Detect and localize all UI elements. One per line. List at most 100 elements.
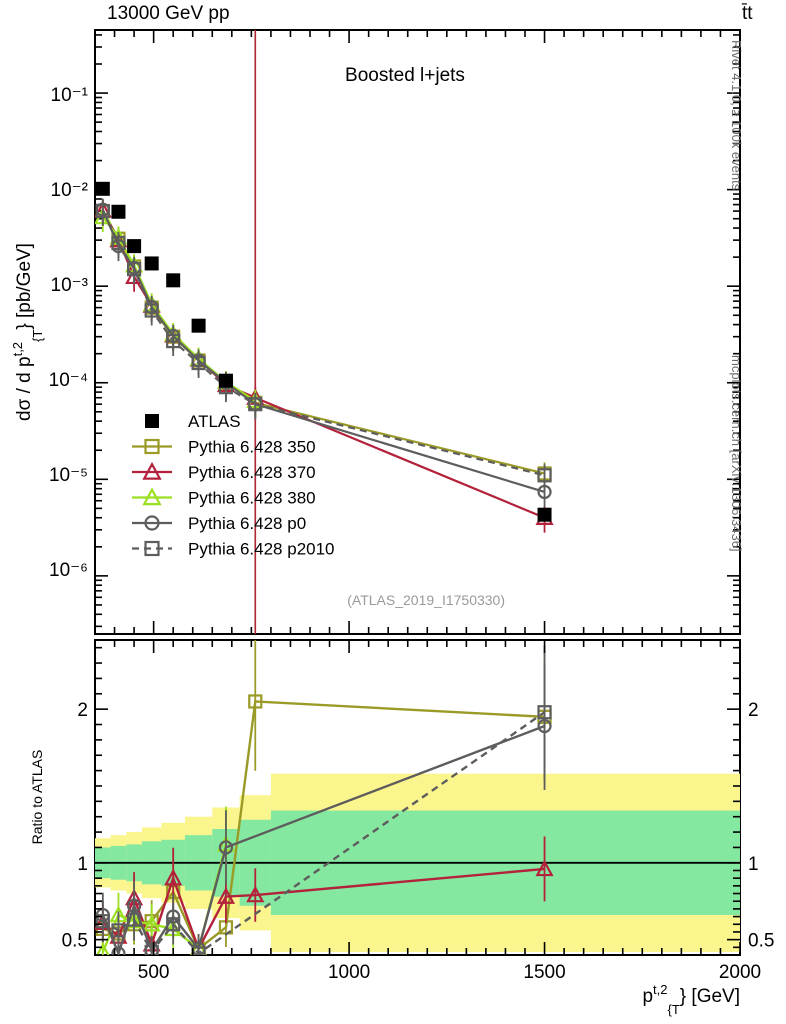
ytick-1e-6: 10⁻⁶ <box>49 560 88 581</box>
data-marker-open-triangle <box>142 914 161 932</box>
legend: ATLAS Pythia 6.428 350 Pythia 6.428 370 Pyt… <box>132 412 335 559</box>
data-marker-filled-square <box>145 414 159 428</box>
data-marker-filled-square <box>537 507 552 522</box>
legend-item-pythia-6-428-p0[interactable]: Pythia 6.428 p0 <box>132 514 306 533</box>
data-marker-open-circle <box>144 515 160 531</box>
data-marker-open-triangle <box>142 487 162 506</box>
ratio-ytick-1-left: 1 <box>77 854 88 875</box>
ratio-ytick-1-right: 1 <box>748 854 759 875</box>
ratio-y-tick-labels: 2 1 0.5 2 1 0.5 <box>62 700 775 951</box>
right-margin-bottom-caption: mcplots.cern.ch [arXiv:1306.3436] <box>723 355 745 655</box>
header-left: 13000 GeV pp <box>107 3 230 24</box>
ratio-series-line <box>101 724 545 955</box>
data-marker-open-square <box>111 235 126 251</box>
main-panel-title: Boosted l+jets <box>345 65 465 86</box>
ylabel-sup: t,2 <box>10 342 25 356</box>
ytick-1e-4: 10⁻⁴ <box>49 370 88 391</box>
legend-item-pythia-6-428-350[interactable]: Pythia 6.428 350 <box>132 438 316 457</box>
data-marker-open-square <box>166 333 181 349</box>
legend-label: Pythia 6.428 370 <box>188 463 316 482</box>
x-tick-labels: 500 1000 1500 2000 <box>138 962 761 983</box>
data-marker-open-square <box>537 468 552 483</box>
ytick-1e-3: 10⁻³ <box>51 275 89 296</box>
ratio-series-pythia-6-428-p2010 <box>95 645 552 955</box>
data-marker-open-triangle <box>535 859 554 877</box>
legend-item-atlas[interactable]: ATLAS <box>145 412 241 431</box>
x-tick-label: 1500 <box>523 962 565 983</box>
data-marker-open-square <box>126 912 142 927</box>
legend-label: ATLAS <box>188 412 241 431</box>
data-marker-filled-square <box>127 239 142 254</box>
data-marker-filled-square <box>95 181 110 196</box>
ratio-panel: 2 1 0.5 2 1 0.5 Ratio to ATLAS <box>29 639 775 956</box>
ylabel-pre: dσ / d p <box>14 356 35 421</box>
svg-text:Ratio to ATLAS: Ratio to ATLAS <box>29 750 45 845</box>
xlabel-post: } [GeV] <box>680 986 740 1007</box>
analysis-watermark: (ATLAS_2019_I1750330) <box>347 592 505 608</box>
ratio-ytick-2-left: 2 <box>77 700 88 721</box>
data-marker-open-square <box>95 914 110 929</box>
x-tick-label: 500 <box>138 962 170 983</box>
xlabel-pre: p <box>642 986 653 1007</box>
ratio-ytick-2-right: 2 <box>748 700 759 721</box>
data-marker-open-square <box>248 694 263 709</box>
data-marker-open-square <box>144 540 160 557</box>
data-marker-filled-square <box>218 373 233 388</box>
ratio-uncertainty-bands <box>95 773 740 952</box>
xlabel-sup: t,2 <box>653 982 667 997</box>
legend-label: Pythia 6.428 p2010 <box>188 540 335 559</box>
data-marker-open-square <box>166 917 181 932</box>
svg-text:dσ / d pt,2{T} [pb/GeV]: dσ / d pt,2 {T} [pb/GeV] <box>10 243 45 421</box>
ratio-ytick-05-left: 0.5 <box>62 931 88 952</box>
ratio-axis-ticks <box>95 640 741 956</box>
data-marker-open-square <box>144 438 160 455</box>
data-marker-open-triangle <box>96 942 110 955</box>
legend-item-pythia-6-428-380[interactable]: Pythia 6.428 380 <box>132 487 316 508</box>
x-tick-label: 1000 <box>328 962 370 983</box>
data-marker-open-square <box>537 705 552 720</box>
data-marker-open-square <box>95 203 110 219</box>
header-right: t̄t <box>742 3 753 24</box>
x-tick-label: 2000 <box>719 962 761 983</box>
data-marker-open-circle <box>218 840 234 855</box>
data-marker-open-square <box>144 944 159 955</box>
ytick-1e-5: 10⁻⁵ <box>49 465 88 486</box>
data-marker-open-triangle <box>246 885 265 903</box>
data-marker-open-square <box>144 303 159 318</box>
legend-label: Pythia 6.428 350 <box>188 438 316 457</box>
ratio-y-axis-label: Ratio to ATLAS <box>29 750 45 845</box>
main-series-group <box>95 30 554 634</box>
data-marker-open-triangle <box>164 868 183 886</box>
ylabel-post: } [pb/GeV] <box>14 243 35 330</box>
rivet-version-text: Rivet 4.1.0, ≥ 100k events <box>729 40 744 191</box>
data-marker-open-square <box>191 355 206 371</box>
data-marker-open-triangle <box>216 887 235 904</box>
legend-label: Pythia 6.428 380 <box>188 489 316 508</box>
ratio-ytick-05-right: 0.5 <box>748 931 774 952</box>
ytick-1e-2: 10⁻² <box>51 180 89 201</box>
ylabel-sub: {T <box>30 330 45 342</box>
data-marker-filled-square <box>111 204 126 219</box>
data-marker-filled-square <box>144 256 159 271</box>
ytick-1e-1: 10⁻¹ <box>51 85 89 106</box>
xlabel-sub: {T <box>668 1002 680 1017</box>
legend-item-pythia-6-428-p2010[interactable]: Pythia 6.428 p2010 <box>132 540 335 559</box>
data-marker-open-square <box>111 923 126 938</box>
legend-item-pythia-6-428-370[interactable]: Pythia 6.428 370 <box>132 461 316 482</box>
ratio-series-group <box>95 640 554 955</box>
data-marker-open-square <box>248 397 263 412</box>
main-y-axis-label: dσ / d pt,2 {T} [pb/GeV] <box>10 243 45 421</box>
legend-label: Pythia 6.428 p0 <box>188 514 306 533</box>
main-panel: Boosted l+jets (ATLAS_2019_I1750330) 10⁻… <box>10 29 741 635</box>
mcplots-url-text: mcplots.cern.ch [arXiv:1306.3436] <box>729 355 744 552</box>
right-margin-top-caption: Rivet 4.1.0, ≥ 100k events <box>723 40 745 300</box>
x-axis: 500 1000 1500 2000 pt,2{T} [GeV] <box>138 962 761 1017</box>
x-axis-label: pt,2{T} [GeV] <box>642 982 740 1017</box>
data-marker-open-square <box>126 262 142 277</box>
data-marker-filled-square <box>166 273 181 288</box>
main-y-tick-labels: 10⁻¹ 10⁻² 10⁻³ 10⁻⁴ 10⁻⁵ 10⁻⁶ <box>49 85 88 581</box>
series-atlas <box>95 181 552 522</box>
data-marker-open-triangle <box>142 461 162 480</box>
data-marker-filled-square <box>191 318 206 333</box>
